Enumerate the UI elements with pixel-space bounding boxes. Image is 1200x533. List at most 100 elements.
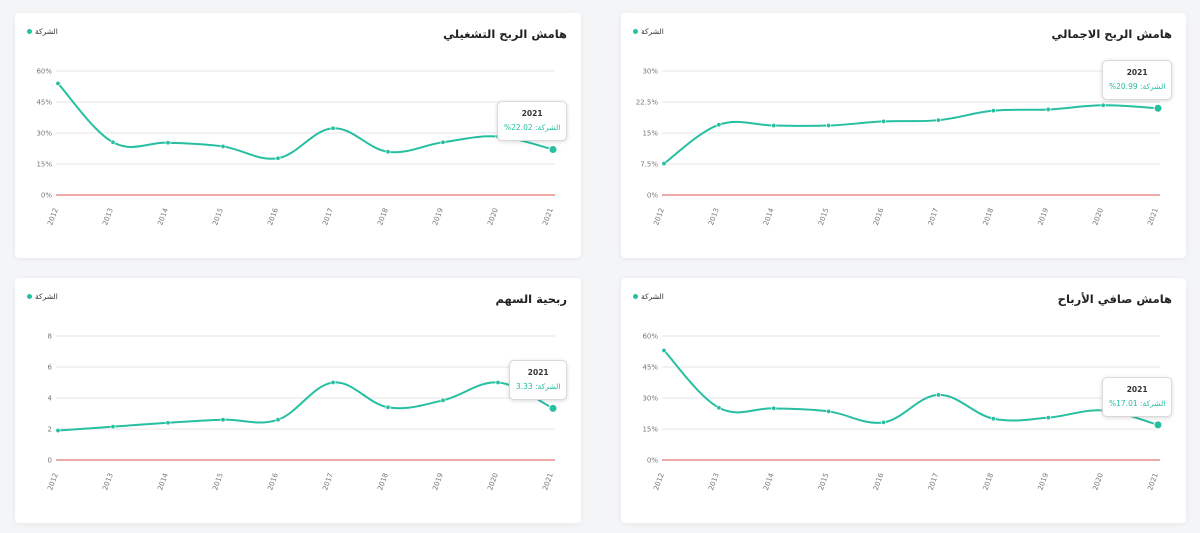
x-tick-label: 2017 (321, 472, 335, 491)
legend[interactable]: الشركة (27, 27, 58, 36)
y-tick-label: 30% (642, 68, 658, 76)
data-point (881, 118, 887, 124)
data-point (275, 155, 281, 161)
x-tick-label: 2021 (1146, 207, 1160, 226)
legend-label: الشركة (35, 292, 58, 301)
data-point (165, 420, 171, 426)
legend[interactable]: الشركة (27, 292, 58, 301)
tooltip-value: الشركة: 20.99% (1109, 82, 1166, 92)
data-point (716, 122, 722, 128)
data-point (548, 403, 558, 413)
data-point (275, 417, 281, 423)
data-point (1100, 102, 1106, 108)
x-tick-label: 2015 (211, 472, 225, 491)
y-tick-label: 0% (41, 192, 52, 200)
x-tick-label: 2019 (1036, 472, 1050, 491)
legend-label: الشركة (35, 27, 58, 36)
x-tick-label: 2021 (541, 472, 555, 491)
data-point (220, 417, 226, 423)
y-tick-label: 60% (642, 333, 658, 341)
gross-margin-chart[interactable]: 0% 7.5% 15% 22.5% 30% 2012 2013 2014 2015 2016 201… (621, 13, 1186, 258)
x-tick-label: 2018 (376, 472, 390, 491)
tooltip-year: 2021 (1126, 68, 1148, 78)
y-tick-label: 6 (48, 364, 53, 372)
tooltip-year: 2021 (527, 368, 549, 378)
x-tick-label: 2016 (266, 471, 280, 491)
data-point (990, 416, 996, 422)
x-tick-label: 2014 (762, 206, 776, 226)
y-tick-label: 0% (647, 457, 658, 465)
chart-title: هامش الربح التشغيلي (443, 27, 567, 41)
operating-margin-chart[interactable]: 0% 15% 30% 45% 60% 2012 2013 2014 2015 2016 2017 20… (15, 13, 581, 258)
x-tick-label: 2019 (431, 207, 445, 226)
legend[interactable]: الشركة (633, 27, 664, 36)
data-point (440, 397, 446, 403)
data-point (110, 139, 116, 145)
y-tick-label: 0 (48, 457, 52, 465)
legend-label: الشركة (641, 27, 664, 36)
operating-margin-card: هامش الربح التشغيلي الشركة 0% 15% 30% 45% 60… (15, 13, 581, 258)
data-point (990, 108, 996, 114)
data-point (55, 80, 61, 86)
data-point (1153, 420, 1163, 430)
legend[interactable]: الشركة (633, 292, 664, 301)
x-tick-label: 2012 (652, 472, 666, 491)
data-point (330, 380, 336, 386)
x-tick-label: 2019 (1036, 207, 1050, 226)
legend-dot-icon (27, 29, 32, 34)
data-point (826, 123, 832, 129)
y-tick-label: 22.5% (636, 99, 659, 107)
data-point (440, 139, 446, 145)
x-tick-label: 2018 (982, 207, 996, 226)
x-tick-label: 2012 (652, 207, 666, 226)
tooltip: 2021 الشركة: 3.33 (509, 360, 568, 401)
y-tick-label: 30% (36, 130, 52, 138)
tooltip-value: الشركة: 22.02% (504, 123, 561, 133)
legend-dot-icon (27, 294, 32, 299)
x-tick-label: 2017 (927, 472, 941, 491)
series-line (57, 381, 554, 432)
x-tick-label: 2016 (872, 206, 886, 226)
data-point (771, 123, 777, 129)
x-tick-label: 2020 (486, 207, 500, 226)
x-tick-label: 2020 (1091, 472, 1105, 491)
legend-label: الشركة (641, 292, 664, 301)
y-tick-label: 15% (642, 130, 658, 138)
data-point (165, 140, 171, 146)
eps-card: ربحية السهم الشركة 0 2 4 6 8 2012 2013 2014 2015… (15, 278, 581, 523)
x-tick-label: 2017 (321, 207, 335, 226)
tooltip: 2021 الشركة: 22.02% (497, 101, 568, 142)
x-tick-label: 2014 (156, 471, 170, 491)
tooltip-year: 2021 (521, 109, 543, 119)
tooltip-year: 2021 (1126, 384, 1148, 394)
series-line (663, 349, 1159, 426)
y-tick-label: 2 (48, 426, 52, 434)
legend-dot-icon (633, 29, 638, 34)
data-point (385, 149, 391, 155)
data-point (935, 117, 941, 123)
y-tick-label: 45% (36, 99, 52, 107)
data-point (220, 143, 226, 149)
tooltip-value: الشركة: 17.01% (1109, 398, 1166, 408)
data-point (881, 419, 887, 425)
series-line (663, 104, 1159, 165)
x-tick-label: 2018 (376, 207, 390, 226)
data-point (1045, 415, 1051, 421)
data-point (771, 405, 777, 411)
y-tick-label: 7.5% (640, 161, 658, 169)
x-tick-label: 2013 (101, 472, 115, 491)
data-point (385, 404, 391, 410)
x-tick-label: 2015 (817, 472, 831, 491)
data-point (495, 380, 501, 386)
data-point (110, 424, 116, 430)
y-tick-label: 60% (36, 68, 52, 76)
x-tick-label: 2013 (707, 472, 721, 491)
eps-chart[interactable]: 0 2 4 6 8 2012 2013 2014 2015 2016 2017 2018 2019 202… (15, 278, 581, 523)
x-tick-label: 2013 (707, 207, 721, 226)
chart-title: ربحية السهم (495, 292, 567, 306)
x-tick-label: 2020 (1091, 207, 1105, 226)
data-point (1153, 103, 1163, 113)
data-point (1045, 106, 1051, 112)
tooltip: 2021 الشركة: 17.01% (1102, 376, 1173, 417)
chart-title: هامش صافي الأرباح (1057, 292, 1172, 306)
